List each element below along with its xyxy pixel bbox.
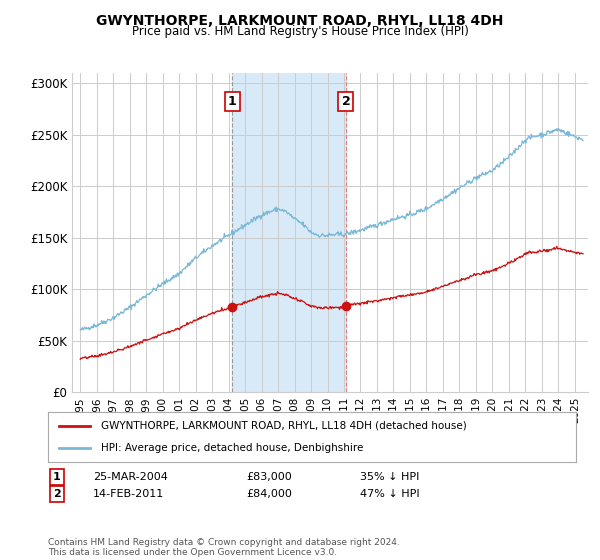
Text: 1: 1 — [228, 95, 237, 108]
Bar — [232, 73, 346, 392]
Text: £83,000: £83,000 — [246, 472, 292, 482]
Text: 25-MAR-2004: 25-MAR-2004 — [93, 472, 168, 482]
Text: Contains HM Land Registry data © Crown copyright and database right 2024.
This d: Contains HM Land Registry data © Crown c… — [48, 538, 400, 557]
Text: 14-FEB-2011: 14-FEB-2011 — [93, 489, 164, 499]
Text: HPI: Average price, detached house, Denbighshire: HPI: Average price, detached house, Denb… — [101, 443, 363, 453]
Text: Price paid vs. HM Land Registry's House Price Index (HPI): Price paid vs. HM Land Registry's House … — [131, 25, 469, 38]
Text: 2: 2 — [53, 489, 61, 499]
Text: £84,000: £84,000 — [246, 489, 292, 499]
Text: GWYNTHORPE, LARKMOUNT ROAD, RHYL, LL18 4DH: GWYNTHORPE, LARKMOUNT ROAD, RHYL, LL18 4… — [97, 14, 503, 28]
Text: 2: 2 — [341, 95, 350, 108]
Text: 35% ↓ HPI: 35% ↓ HPI — [360, 472, 419, 482]
Text: GWYNTHORPE, LARKMOUNT ROAD, RHYL, LL18 4DH (detached house): GWYNTHORPE, LARKMOUNT ROAD, RHYL, LL18 4… — [101, 421, 467, 431]
Text: 47% ↓ HPI: 47% ↓ HPI — [360, 489, 419, 499]
Text: 1: 1 — [53, 472, 61, 482]
